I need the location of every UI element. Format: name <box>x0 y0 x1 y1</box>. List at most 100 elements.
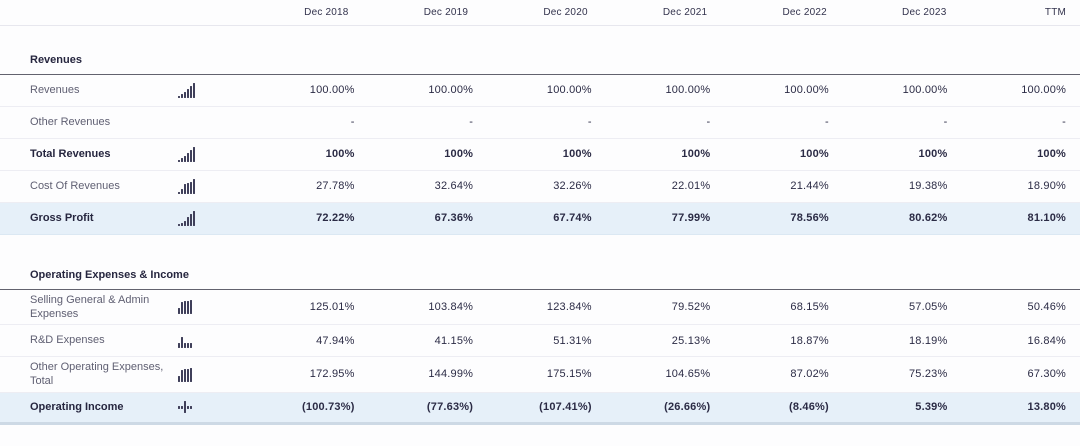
column-header: Dec 2018 <box>304 7 349 18</box>
value-text: 13.80% <box>1027 401 1067 414</box>
table-row: Other Operating Expenses, Total 172.95% 1… <box>0 357 1080 393</box>
value-text: 81.10% <box>1027 212 1067 225</box>
cell-value: 77.99% <box>596 212 715 224</box>
section-title: Operating Expenses & Income <box>30 268 189 281</box>
cell-value: (100.73%) <box>240 401 359 413</box>
row-icon-cell <box>178 82 240 98</box>
row-label: Other Operating Expenses, Total <box>30 361 164 388</box>
bar <box>178 159 180 162</box>
row-label-cell: Total Revenues <box>0 147 178 161</box>
cell-value: 100% <box>951 148 1080 160</box>
cell-value: 67.74% <box>477 212 596 224</box>
mini-bar-chart-icon[interactable] <box>178 82 195 98</box>
bar <box>184 91 186 98</box>
cell-value: 32.26% <box>477 180 596 192</box>
row-label: Cost Of Revenues <box>30 180 120 193</box>
bar <box>190 181 192 194</box>
value-text: 18.87% <box>790 334 829 347</box>
value-text: 18.19% <box>908 334 948 347</box>
cell-value: 104.65% <box>596 368 715 380</box>
value-text: 47.94% <box>316 334 355 347</box>
table-header-row: Dec 2018 Dec 2019 Dec 2020 Dec 2021 Dec 2022… <box>0 0 1080 26</box>
value-text: 123.84% <box>546 300 592 313</box>
bar <box>184 220 186 226</box>
value-text: (77.63%) <box>426 401 474 414</box>
cell-value: 16.84% <box>951 335 1080 347</box>
bar <box>190 300 192 315</box>
cell-value: 100% <box>714 148 833 160</box>
bar <box>193 82 195 98</box>
bar <box>184 401 186 414</box>
value-text: - <box>706 116 711 129</box>
bar <box>181 405 183 409</box>
value-text: 16.84% <box>1027 334 1067 347</box>
value-text: 100.00% <box>1021 84 1067 97</box>
table-section: Operating Expenses & Income Selling Gene… <box>0 265 1080 425</box>
bar <box>187 301 189 315</box>
bar <box>178 375 180 382</box>
value-text: (8.46%) <box>788 401 829 414</box>
cell-value: 87.02% <box>714 368 833 380</box>
value-text: 67.74% <box>553 212 592 225</box>
value-text: 104.65% <box>665 368 711 381</box>
bar <box>187 216 189 226</box>
value-text: 78.56% <box>790 212 829 225</box>
value-text: 79.52% <box>671 300 711 313</box>
column-header: Dec 2020 <box>543 7 588 18</box>
table-row: Gross Profit 72.22% 67.36% 67.74% 77.99% 78.… <box>0 202 1080 235</box>
value-text: 72.22% <box>316 212 355 225</box>
mini-bar-chart-icon[interactable] <box>178 333 192 349</box>
value-text: 5.39% <box>915 401 948 414</box>
mini-bar-chart-icon[interactable] <box>178 178 195 194</box>
mini-bar-chart-icon[interactable] <box>178 210 195 226</box>
value-text: 100.00% <box>902 84 948 97</box>
value-text: 100.00% <box>665 84 711 97</box>
value-text: 100.00% <box>546 84 592 97</box>
mini-bar-chart-icon[interactable] <box>178 367 192 382</box>
column-header: Dec 2023 <box>902 7 947 18</box>
value-text: 125.01% <box>309 300 355 313</box>
cell-value: 144.99% <box>359 368 478 380</box>
cell-value: 27.78% <box>240 180 359 192</box>
bar <box>181 337 183 349</box>
section-title: Revenues <box>30 54 82 66</box>
bar <box>184 183 186 194</box>
cell-value: 100.00% <box>359 84 478 96</box>
value-text: (100.73%) <box>302 401 355 414</box>
table-row: Other Revenues - - - - - - - <box>0 107 1080 139</box>
column-header: TTM <box>1044 7 1067 18</box>
cell-value: 100.00% <box>833 84 952 96</box>
value-text: 21.44% <box>790 180 829 193</box>
header-gap <box>0 26 1080 50</box>
bar <box>193 178 195 194</box>
value-text: 100.00% <box>428 84 474 97</box>
cell-value: - <box>477 116 596 128</box>
mini-bar-chart-icon[interactable] <box>178 400 192 415</box>
value-text: (107.41%) <box>539 401 592 414</box>
cell-value: 123.84% <box>477 301 596 313</box>
row-label: Total Revenues <box>30 148 111 161</box>
cell-value: 67.30% <box>951 368 1080 380</box>
cell-value: 13.80% <box>951 401 1080 413</box>
value-text: 100% <box>681 148 711 161</box>
section-rows: Selling General & Admin Expenses 125.01%… <box>0 290 1080 425</box>
cell-value: 78.56% <box>714 212 833 224</box>
table-row: Operating Income (100.73%) (77.63%) (107.4… <box>0 392 1080 425</box>
mini-bar-chart-icon[interactable] <box>178 299 192 315</box>
mini-bar-chart-icon[interactable] <box>178 146 195 162</box>
cell-value: 18.19% <box>833 335 952 347</box>
bar <box>190 213 192 226</box>
value-text: 77.99% <box>671 212 711 225</box>
value-text: 80.62% <box>908 212 948 225</box>
cell-value: 79.52% <box>596 301 715 313</box>
row-icon-cell <box>178 333 240 349</box>
value-text: 103.84% <box>428 300 474 313</box>
bar <box>184 155 186 162</box>
value-text: 75.23% <box>908 368 948 381</box>
cell-value: (107.41%) <box>477 401 596 413</box>
bar <box>190 405 192 409</box>
cell-value: 125.01% <box>240 301 359 313</box>
cell-value: 68.15% <box>714 301 833 313</box>
bar <box>193 146 195 162</box>
